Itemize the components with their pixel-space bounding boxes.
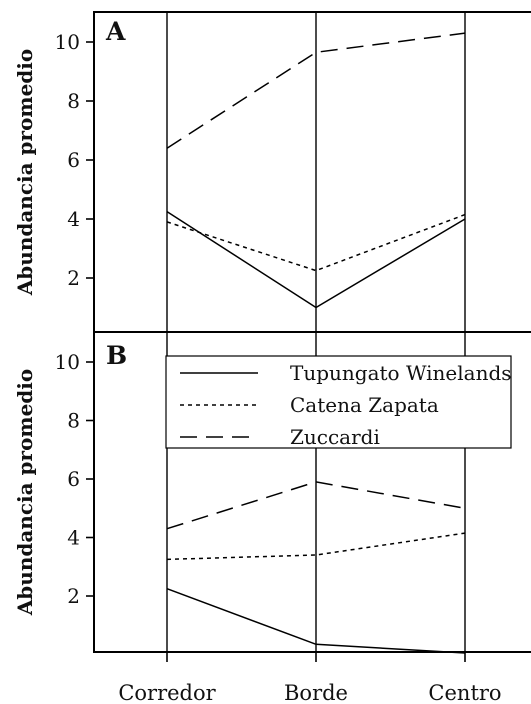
panel-b: B Abundancia promedio 2 4 6 8 10 Tupungato W…: [13, 331, 531, 654]
panel-a: A Abundancia promedio 2 4 6 8 10: [13, 11, 531, 333]
panel-b-frame: [93, 331, 531, 653]
panel-a-series-solid: [166, 210, 466, 309]
panel-b-y-axis-label: Abundancia promedio: [13, 369, 37, 616]
panel-a-y-tick-label-2: 2: [67, 266, 80, 290]
legend-entry-catena: Catena Zapata: [290, 393, 439, 417]
panel-a-y-tick-label-10: 10: [55, 30, 80, 54]
legend: Tupungato Winelands Catena Zapata Zuccar…: [165, 355, 512, 449]
panel-b-y-tick-label-2: 2: [67, 584, 80, 608]
panel-b-y-tick-label-8: 8: [67, 409, 80, 433]
legend-entry-tupungato: Tupungato Winelands: [290, 361, 512, 385]
panel-b-label: B: [106, 341, 127, 370]
panel-b-y-tick-label-10: 10: [55, 350, 80, 374]
panel-b-series-solid: [166, 587, 466, 654]
panel-a-y-axis-label: Abundancia promedio: [13, 49, 37, 296]
panel-b-series-dotted: [166, 532, 466, 561]
panel-a-y-tick-label-4: 4: [67, 207, 80, 231]
panel-a-y-tick-label-8: 8: [67, 89, 80, 113]
panel-a-y-tick-label-6: 6: [67, 148, 80, 172]
x-category-label-0: Corredor: [118, 681, 216, 704]
legend-box: [165, 355, 512, 449]
x-category-label-2: Centro: [428, 681, 501, 704]
panel-a-series-dashed: [166, 32, 466, 149]
legend-entry-zuccardi: Zuccardi: [290, 425, 380, 449]
panel-b-y-tick-label-4: 4: [67, 526, 80, 550]
x-category-label-1: Borde: [284, 681, 348, 704]
panel-a-label: A: [105, 17, 126, 46]
panel-b-series-dashed: [166, 481, 466, 530]
panel-b-y-tick-label-6: 6: [67, 467, 80, 491]
